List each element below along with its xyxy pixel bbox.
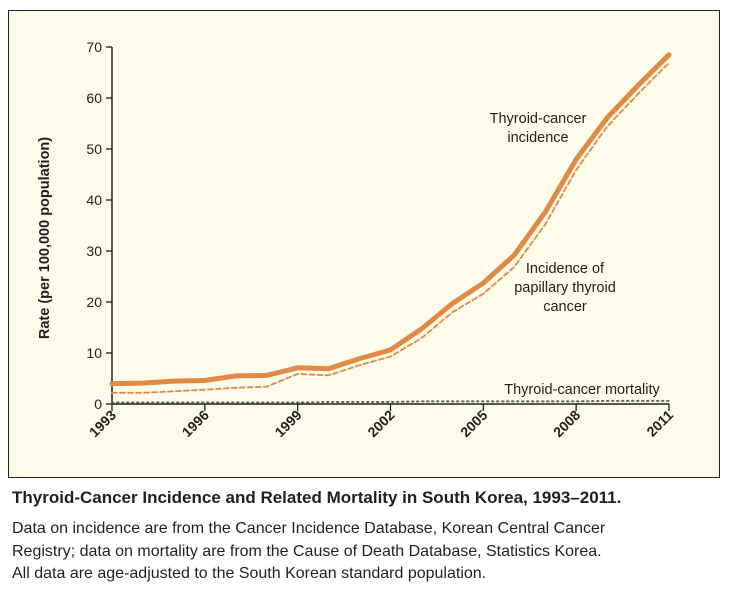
- x-axis-ticks: 1993 1996 1999 2002 2005 2008 2011: [86, 404, 676, 440]
- y-tick-label: 30: [86, 243, 102, 259]
- y-tick-label: 0: [94, 396, 102, 412]
- figure-caption-body: Data on incidence are from the Cancer In…: [12, 518, 712, 586]
- annotation-line: Thyroid-cancer: [490, 111, 587, 127]
- y-tick-label: 50: [86, 141, 102, 157]
- series-line-dotted: [111, 399, 670, 404]
- x-tick-label: 2005: [457, 407, 490, 440]
- series-layer: [109, 52, 672, 404]
- annotation-line: incidence: [507, 130, 568, 146]
- x-tick-label: 1996: [179, 407, 212, 440]
- annotation-line: cancer: [543, 299, 587, 315]
- caption-line: All data are age-adjusted to the South K…: [12, 565, 487, 582]
- x-tick-label: 2011: [643, 407, 676, 440]
- y-tick-label: 70: [86, 39, 102, 55]
- y-tick-label: 20: [86, 294, 102, 310]
- x-tick-label: 2008: [550, 407, 583, 440]
- caption-line: Data on incidence are from the Cancer In…: [12, 520, 606, 537]
- annotation-label: Incidence of papillary thyroid cancer: [514, 261, 616, 315]
- annotations: Thyroid-cancer incidence Incidence of papil…: [490, 111, 661, 398]
- y-axis-label: Rate (per 100,000 population): [37, 137, 53, 339]
- y-tick-label: 10: [86, 345, 102, 361]
- x-tick-label: 1993: [86, 407, 119, 440]
- annotation-line: Thyroid-cancer mortality: [504, 382, 660, 398]
- chart-frame: 0 10 20 30 40 50 60 70 1993 1996 1999 2002 2005 2008…: [8, 10, 720, 478]
- series-line-dashed: [111, 61, 670, 394]
- y-tick-label: 40: [86, 192, 102, 208]
- annotation-line: papillary thyroid: [514, 280, 616, 296]
- caption-line: Registry; data on mortality are from the…: [12, 542, 602, 560]
- annotation-line: Incidence of: [526, 261, 605, 277]
- annotation-label: Thyroid-cancer mortality: [504, 382, 660, 398]
- line-chart: 0 10 20 30 40 50 60 70 1993 1996 1999 2002 2005 2008…: [37, 39, 676, 440]
- y-axis-ticks: 0 10 20 30 40 50 60 70: [86, 39, 112, 412]
- x-tick-label: 2002: [364, 407, 397, 440]
- series-line-solid: [109, 52, 672, 387]
- figure-caption-title: Thyroid-Cancer Incidence and Related Mor…: [12, 488, 622, 507]
- x-tick-label: 1999: [271, 407, 304, 440]
- y-tick-label: 60: [86, 90, 102, 106]
- annotation-label: Thyroid-cancer incidence: [490, 111, 587, 146]
